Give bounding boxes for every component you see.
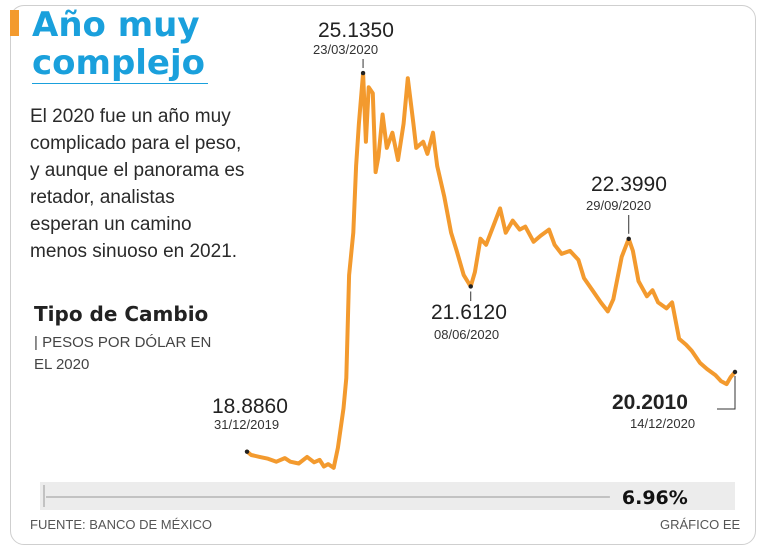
exchange-rate-line (245, 71, 737, 470)
annotation-value-label: 21.6120 (431, 301, 507, 324)
annotation-date-label: 29/09/2020 (586, 198, 651, 213)
annotation-value-label: 25.1350 (318, 19, 394, 42)
headline-line-2: complejo (32, 43, 206, 83)
change-bar-track (40, 482, 735, 510)
headline: Año muy complejo (32, 6, 252, 82)
annotation-dot (244, 449, 250, 454)
panel-frame (10, 5, 756, 545)
annotation-value-label: 22.3990 (591, 173, 667, 196)
change-percent-label: 6.96% (622, 487, 688, 509)
headline-line-1: Año muy (32, 5, 200, 45)
chart-heading: Tipo de Cambio (34, 302, 209, 326)
annotation-date-label: 14/12/2020 (630, 416, 695, 431)
annotation-date-label: 08/06/2020 (434, 327, 499, 342)
annotation-value-label: 18.8860 (212, 395, 288, 418)
annotation-date-label: 23/03/2020 (313, 42, 378, 57)
title-rule (32, 83, 208, 84)
annotation-date-label: 31/12/2019 (214, 417, 279, 432)
annotation-dot (360, 70, 366, 76)
source-note: FUENTE: BANCO DE MÉXICO (30, 517, 213, 532)
annotation-leader (717, 375, 736, 410)
annotation-dot (732, 369, 738, 375)
accent-bar (10, 10, 19, 36)
annotation-value-label: 20.2010 (612, 391, 688, 414)
lede-text: El 2020 fue un año muy complicado para e… (30, 106, 245, 262)
annotation-dot (468, 284, 473, 289)
chart-subheading: | PESOS POR DÓLAR EN EL 2020 (34, 334, 212, 373)
graphic-credit: GRÁFICO EE (660, 517, 741, 532)
annotation-dot (626, 236, 631, 241)
